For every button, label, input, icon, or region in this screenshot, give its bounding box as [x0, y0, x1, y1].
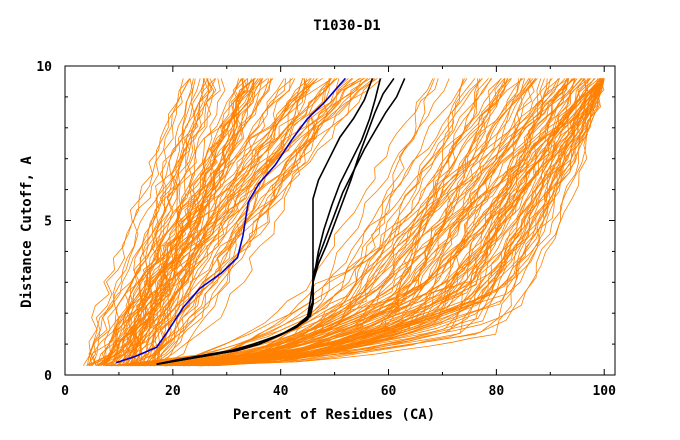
- background-model-line: [129, 78, 310, 367]
- background-model-line: [210, 78, 604, 367]
- background-model-line: [194, 78, 502, 367]
- x-tick-label: 20: [165, 384, 181, 399]
- background-model-line: [89, 78, 308, 367]
- background-model-line: [151, 78, 332, 367]
- background-model-line: [87, 78, 318, 366]
- background-model-line: [116, 78, 604, 367]
- background-model-line: [148, 78, 605, 367]
- background-model-line: [130, 78, 268, 366]
- background-model-line: [138, 78, 439, 367]
- background-model-line: [170, 78, 566, 367]
- background-model-line: [117, 78, 582, 367]
- background-model-line: [103, 78, 191, 366]
- background-model-line: [155, 78, 376, 366]
- background-model-line: [197, 78, 575, 367]
- background-model-line: [118, 78, 560, 367]
- background-model-line: [88, 78, 261, 366]
- background-model-line: [129, 78, 375, 366]
- y-tick-label: 0: [44, 369, 52, 384]
- background-model-line: [153, 78, 502, 367]
- background-model-line: [100, 78, 332, 366]
- background-model-line: [91, 78, 365, 366]
- background-model-line: [109, 78, 476, 367]
- background-model-line: [203, 78, 576, 367]
- background-model-line: [121, 78, 291, 366]
- background-model-line: [90, 78, 216, 366]
- y-axis-label: Distance Cutoff, A: [19, 156, 35, 308]
- background-model-line: [138, 78, 255, 366]
- x-axis-label: Percent of Residues (CA): [233, 407, 435, 423]
- x-tick-label: 40: [273, 384, 289, 399]
- background-model-line: [149, 78, 505, 367]
- background-model-line: [153, 78, 285, 366]
- background-model-line: [196, 78, 569, 367]
- background-model-line: [132, 78, 605, 367]
- background-model-line: [208, 78, 605, 367]
- background-model-line: [103, 78, 221, 366]
- highlighted-model-lines: [115, 77, 406, 365]
- background-model-line: [186, 78, 492, 367]
- background-model-line: [212, 78, 548, 367]
- chart-title: T1030-D1: [313, 18, 380, 34]
- x-tick-label: 60: [381, 384, 397, 399]
- background-model-line: [98, 78, 255, 366]
- x-tick-label: 100: [592, 384, 616, 399]
- background-model-line: [86, 78, 191, 366]
- background-model-line: [142, 78, 248, 367]
- background-model-line: [119, 78, 568, 367]
- background-model-line: [126, 78, 213, 366]
- y-axis-ticks: 0 5 10: [36, 60, 615, 384]
- background-model-line: [214, 78, 574, 367]
- background-model-line: [152, 78, 493, 367]
- background-model-line: [143, 78, 256, 366]
- background-model-line: [183, 78, 601, 367]
- series-line-3: [156, 78, 406, 365]
- background-model-line: [177, 78, 489, 367]
- background-model-line: [130, 78, 505, 367]
- background-model-line: [198, 78, 583, 367]
- background-model-line: [116, 78, 570, 367]
- background-model-line: [164, 78, 468, 367]
- series-line-0: [115, 77, 347, 364]
- background-model-line: [138, 78, 511, 367]
- background-model-line: [106, 78, 209, 366]
- background-model-line: [193, 78, 605, 367]
- x-tick-label: 80: [489, 384, 505, 399]
- background-model-line: [172, 78, 534, 367]
- background-model-line: [142, 78, 331, 367]
- background-model-line: [122, 78, 201, 366]
- background-model-line: [145, 78, 371, 366]
- background-model-line: [130, 78, 244, 366]
- background-model-line: [129, 78, 210, 366]
- background-model-line: [111, 78, 435, 367]
- background-model-line: [106, 78, 262, 367]
- background-model-line: [144, 78, 603, 367]
- background-model-line: [98, 78, 304, 367]
- background-model-line: [166, 78, 605, 367]
- background-model-line: [126, 78, 605, 367]
- background-model-line: [104, 78, 368, 366]
- background-model-line: [190, 78, 605, 367]
- background-model-line: [152, 78, 605, 367]
- background-model-lines: [82, 78, 605, 367]
- background-model-line: [159, 78, 378, 366]
- background-model-line: [131, 78, 605, 367]
- y-tick-label: 5: [44, 215, 52, 230]
- background-model-line: [131, 78, 263, 367]
- background-model-line: [82, 78, 252, 366]
- background-model-line: [132, 78, 368, 366]
- y-tick-label: 10: [36, 60, 52, 75]
- series-line-4: [156, 78, 374, 365]
- background-model-line: [201, 78, 595, 367]
- background-model-line: [199, 78, 520, 367]
- background-model-line: [116, 78, 465, 367]
- x-tick-label: 0: [61, 384, 69, 399]
- background-model-line: [132, 78, 255, 366]
- x-axis-ticks: 0 20 40 60 80 100: [61, 66, 616, 399]
- background-model-line: [111, 78, 603, 367]
